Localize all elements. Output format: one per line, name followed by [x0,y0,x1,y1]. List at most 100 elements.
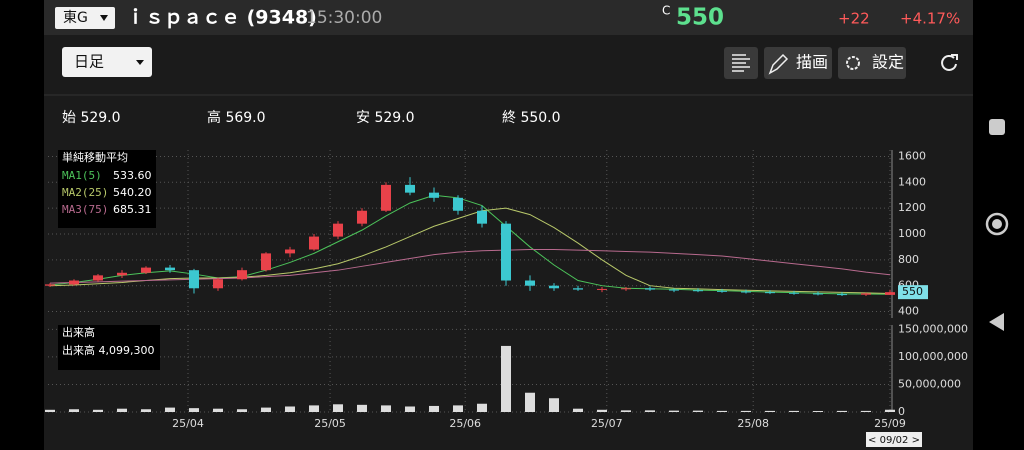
ma-legend [58,150,156,228]
period-select[interactable] [62,47,152,77]
ma-legend-name: MA2(25) [62,186,108,199]
volume-bar [453,405,463,412]
gear-icon [846,56,860,70]
volume-bar [885,409,895,412]
volume-bar [549,398,559,412]
candle-body [885,292,895,295]
candle-body [789,292,799,294]
ohlc-high: 高 569.0 [207,109,266,126]
volume-bar [141,409,151,412]
ma-legend-value: 540.20 [113,186,152,199]
y-tick-label: 1000 [898,227,926,240]
volume-bar [645,410,655,412]
y-tick-label: 800 [898,253,919,266]
candle-body [525,280,535,286]
candle-body [309,236,319,250]
candle-body [165,267,175,271]
candle-body [333,223,343,237]
volume-legend-title: 出来高 [62,325,95,339]
x-tick-label: 25/04 [172,417,204,430]
time: 15:30:00 [306,8,382,28]
volume-bar [573,408,583,412]
ma-legend-name: MA1(5) [62,169,102,182]
candle-body [141,267,151,273]
volume-bar [789,410,799,412]
candle-body [693,290,703,292]
title: ｉｓｐａｃｅ (9348) [126,7,317,30]
candle-body [501,223,511,281]
back-button[interactable] [989,313,1004,331]
change-pct: +4.17% [900,10,960,28]
volume-bar [285,406,295,412]
market-select[interactable] [55,7,115,29]
candle-body [861,293,871,295]
ma-legend-value: 685.31 [113,203,152,216]
candle-body [549,285,559,289]
volume-bar [765,410,775,412]
candle-body [213,279,223,289]
candle-body [765,292,775,294]
refresh-icon[interactable] [941,55,957,71]
candle-body [405,184,415,193]
dropdown-icon [100,15,108,21]
volume-bar [165,407,175,412]
candle-body [477,210,487,224]
x-tick-label: 25/08 [737,417,769,430]
candle-body [669,289,679,291]
price-tag [898,285,928,300]
header-bar [44,0,973,35]
period: 日足 [74,53,104,71]
volume-bar [861,410,871,412]
candle-body [597,288,607,290]
candle-body [573,288,583,290]
y-tick-label: 1400 [898,175,926,188]
ohlc-low: 安 529.0 [356,110,415,126]
x-tick-label: 25/07 [591,417,623,430]
y-tick-label: 100,000,000 [898,350,968,363]
home-button[interactable] [985,212,1009,236]
cursor-date: < 09/02 > [868,435,920,446]
candle-body [357,210,367,224]
ma-legend-value: 533.60 [113,169,152,182]
volume-bar [837,410,847,412]
market: 東G [63,10,88,26]
dropdown-icon [136,60,144,65]
volume-bar [717,410,727,412]
volume-bar [117,408,127,412]
x-tick-label: 25/06 [449,417,481,430]
volume-bar [45,409,55,412]
candle-body [45,284,55,286]
volume-bar [357,404,367,412]
candle-body [261,253,271,271]
pencil-icon [768,53,789,75]
volume-legend-value: 出来高 4,099,300 [62,343,154,357]
candle-body [813,293,823,295]
ma-legend-title: 単純移動平均 [62,150,128,164]
recent-button[interactable] [989,119,1005,135]
x-tick-label: 25/05 [314,417,346,430]
draw-button[interactable] [764,47,832,79]
home-dot [992,219,1002,229]
volume-bar [525,392,535,412]
volume-bar [741,410,751,412]
volume-legend [58,325,160,370]
ohlc-close: 終 550.0 [502,110,561,126]
volume-bar [621,410,631,412]
candle-body [453,197,463,211]
volume-bar [429,405,439,412]
volume-bar [261,407,271,412]
cursor-date-box [866,432,922,447]
candle-body [237,270,247,280]
volume-bar [669,410,679,412]
candle-body [621,288,631,290]
y-tick-label: 150,000,000 [898,322,968,335]
change: +22 [838,10,870,28]
settings-button[interactable] [838,47,906,79]
y-tick-label: 1600 [898,149,926,162]
y-tick-label: 0 [898,405,905,418]
volume-bar [237,409,247,412]
ma-legend-name: MA3(75) [62,203,108,216]
list-icon [732,54,750,72]
